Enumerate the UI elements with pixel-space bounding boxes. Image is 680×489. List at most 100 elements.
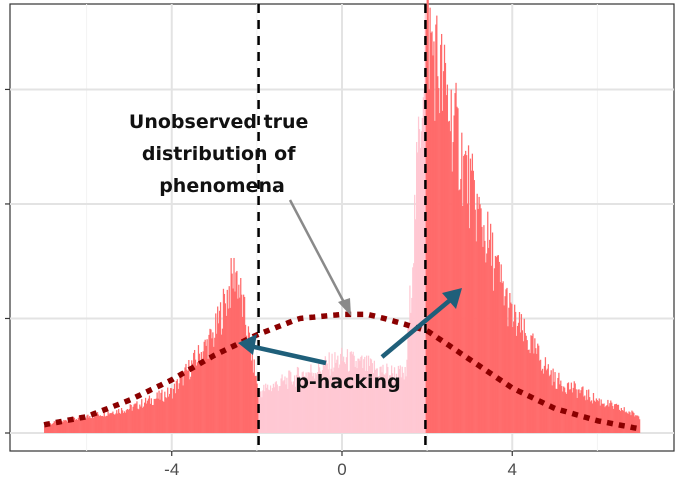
histogram-bar — [489, 239, 491, 433]
histogram-bar — [555, 388, 557, 433]
histogram-bar — [416, 142, 418, 434]
histogram-bar — [94, 413, 96, 433]
histogram-bar — [510, 302, 512, 433]
histogram-bar — [481, 226, 483, 433]
histogram-bar — [217, 306, 219, 433]
histogram-bar — [513, 321, 515, 433]
histogram-bar — [278, 386, 280, 433]
histogram-bar — [530, 335, 532, 433]
histogram-bar — [565, 393, 568, 433]
histogram-bar — [438, 88, 440, 433]
histogram-bar — [337, 355, 339, 433]
histogram-bar — [495, 257, 498, 433]
histogram-bar — [190, 376, 192, 433]
histogram-bar — [350, 351, 352, 433]
histogram-bar — [570, 382, 573, 433]
histogram-bar — [292, 381, 295, 433]
histogram-bar — [608, 406, 610, 433]
histogram-bar — [364, 356, 366, 433]
histogram-bar — [459, 189, 461, 433]
x-tick-label: 0 — [337, 460, 346, 479]
histogram-bar — [343, 362, 346, 433]
histogram-bar — [610, 400, 612, 433]
histogram-bar — [134, 403, 136, 433]
histogram-bar — [309, 372, 311, 433]
histogram-bar — [103, 411, 105, 433]
histogram-bar — [504, 296, 506, 433]
histogram-bar — [636, 415, 638, 433]
histogram-bar — [316, 374, 318, 433]
histogram-bar — [498, 261, 500, 433]
histogram-bar — [526, 340, 528, 433]
histogram-bar — [557, 377, 559, 433]
histogram-bar — [84, 417, 86, 433]
histogram-bar — [333, 367, 335, 433]
histogram-bar — [517, 322, 520, 433]
histogram-bar — [75, 419, 78, 433]
histogram-bar — [252, 372, 254, 433]
histogram-bar — [490, 265, 493, 433]
histogram-bar — [616, 405, 619, 433]
histogram-bar — [207, 358, 209, 433]
histogram-bar — [49, 423, 52, 433]
histogram-bar — [132, 406, 134, 433]
histogram-bar — [123, 411, 126, 433]
histogram-bar — [443, 44, 446, 433]
histogram-bar — [611, 402, 613, 433]
histogram-bar — [339, 364, 341, 433]
histogram-bar — [269, 385, 272, 433]
histogram-bar — [100, 416, 103, 433]
histogram-bar — [44, 426, 46, 433]
histogram-bar — [235, 272, 237, 433]
histogram-bar — [208, 334, 210, 433]
histogram-bar — [353, 355, 355, 433]
histogram-bar — [70, 422, 72, 433]
histogram-bar — [591, 403, 594, 433]
histogram-bar — [633, 412, 635, 433]
p-hacking-arrow-right — [380, 294, 457, 359]
histogram-bar — [465, 150, 467, 433]
histogram-bar — [441, 110, 444, 433]
histogram-bar — [432, 55, 434, 433]
histogram-bar — [379, 366, 381, 433]
histogram-bars — [44, 0, 641, 434]
histogram-bar — [566, 383, 569, 433]
histogram-bar — [334, 352, 336, 433]
histogram-bar — [357, 358, 359, 433]
histogram-bar — [254, 376, 256, 433]
histogram-bar — [483, 225, 485, 433]
histogram-bar — [64, 420, 66, 433]
histogram-bar — [283, 380, 285, 433]
histogram-bar — [533, 353, 535, 433]
histogram-bar — [393, 367, 396, 433]
histogram-bar — [271, 387, 274, 433]
histogram-bar — [70, 421, 73, 433]
histogram-bar — [189, 379, 191, 433]
histogram-bar — [586, 389, 588, 433]
histogram-bar — [544, 357, 547, 433]
histogram-bar — [78, 415, 80, 433]
histogram-bar — [450, 89, 452, 433]
histogram-bar — [338, 367, 340, 433]
histogram-bar — [282, 381, 284, 433]
histogram-bar — [548, 376, 550, 433]
histogram-bar — [107, 411, 109, 433]
histogram-bar — [449, 131, 451, 433]
histogram-bar — [351, 354, 353, 433]
histogram-bar — [225, 315, 227, 433]
histogram-bar — [486, 253, 488, 433]
histogram-bar — [250, 360, 252, 433]
histogram-bar — [213, 346, 215, 433]
histogram-bar — [156, 392, 158, 433]
histogram-bar — [161, 389, 163, 433]
histogram-bar — [546, 368, 548, 433]
histogram-bar — [66, 420, 68, 433]
histogram-bar — [167, 387, 169, 433]
histogram-bar — [617, 404, 620, 433]
histogram-bar — [301, 372, 303, 433]
histogram-bar — [573, 381, 575, 433]
histogram-bar — [388, 379, 390, 433]
annotation-line: distribution of — [142, 143, 296, 165]
histogram-bar — [514, 304, 516, 433]
